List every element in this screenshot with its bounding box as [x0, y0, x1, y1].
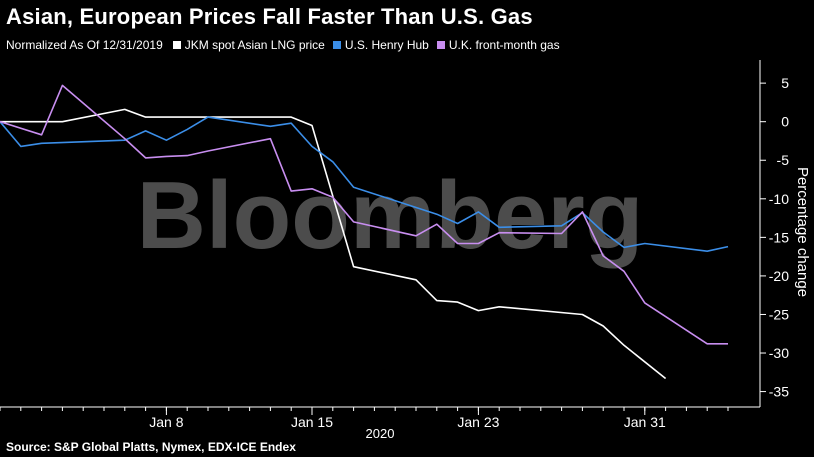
legend-swatch-jkm [172, 41, 181, 49]
y-axis-title: Percentage change [794, 167, 811, 297]
chart-title: Asian, European Prices Fall Faster Than … [6, 4, 533, 29]
series-line-jkm [0, 108, 667, 380]
legend-item-henry-hub: U.S. Henry Hub [332, 38, 429, 52]
legend-swatch-henry-hub [332, 41, 341, 49]
legend-item-uk-gas: U.K. front-month gas [436, 38, 560, 52]
y-tick-label: 0 [781, 114, 789, 130]
axes: 5 0 -5 -10 -15 -20 -25 -30 -35 Jan 8 Jan 15 Jan 23 J… [0, 60, 789, 430]
normalization-note: Normalized As Of 12/31/2019 [6, 38, 163, 52]
legend-label-jkm: JKM spot Asian LNG price [184, 38, 325, 52]
bloomberg-watermark: Bloomberg [137, 162, 644, 269]
legend-swatch-uk-gas [436, 41, 445, 49]
y-tick-label: -30 [769, 345, 789, 361]
series-line-henry-hub [0, 116, 729, 252]
x-tick-label: Jan 15 [291, 414, 333, 430]
series-line-uk-gas [0, 84, 728, 345]
legend: Normalized As Of 12/31/2019 JKM spot Asi… [6, 38, 568, 52]
y-tick-label: -15 [769, 229, 789, 245]
x-axis-title: 2020 [366, 426, 395, 441]
y-tick-label: -25 [769, 306, 789, 322]
y-tick-label: -35 [769, 384, 789, 400]
legend-label-henry-hub: U.S. Henry Hub [344, 38, 429, 52]
y-tick-label: -5 [777, 152, 790, 168]
y-tick-label: 5 [781, 75, 789, 91]
source-note: Source: S&P Global Platts, Nymex, EDX-IC… [6, 440, 296, 454]
legend-item-jkm: JKM spot Asian LNG price [172, 38, 325, 52]
series-lines [0, 84, 729, 380]
x-tick-label: Jan 23 [457, 414, 499, 430]
x-tick-label: Jan 8 [149, 414, 183, 430]
legend-label-uk-gas: U.K. front-month gas [448, 38, 560, 52]
y-tick-label: -10 [769, 191, 789, 207]
x-tick-label: Jan 31 [624, 414, 666, 430]
y-tick-label: -20 [769, 268, 789, 284]
